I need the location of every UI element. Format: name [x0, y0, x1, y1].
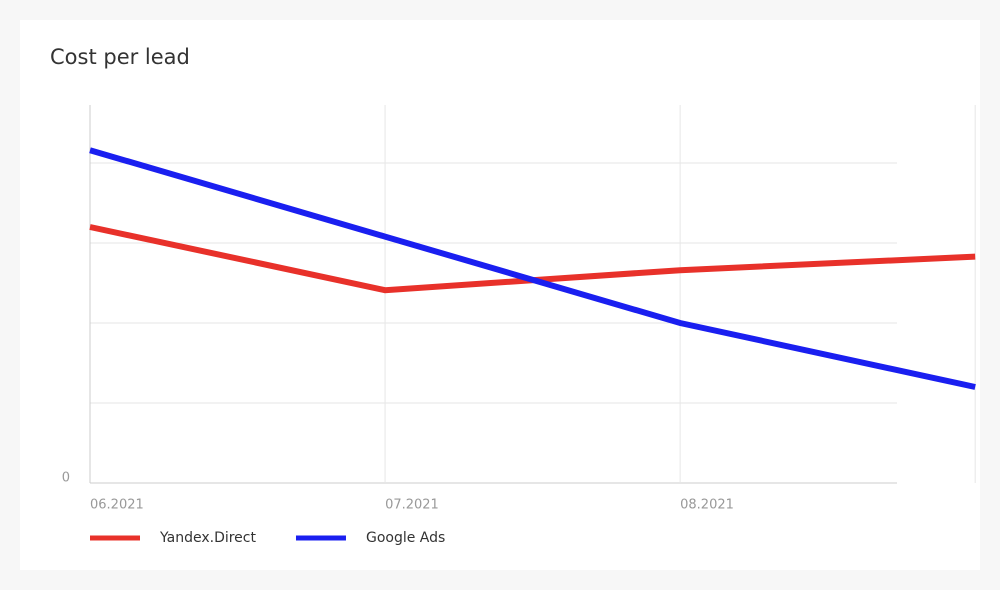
x-tick-label: 07.2021: [385, 498, 439, 513]
y-tick-label: 0: [62, 471, 70, 486]
legend-label: Yandex.Direct: [159, 530, 256, 546]
card: [20, 20, 980, 570]
chart-title: Cost per lead: [50, 45, 190, 69]
legend-label: Google Ads: [366, 530, 445, 546]
x-tick-label: 08.2021: [680, 498, 734, 513]
x-tick-label: 06.2021: [90, 498, 144, 513]
series-line: [89, 147, 976, 390]
